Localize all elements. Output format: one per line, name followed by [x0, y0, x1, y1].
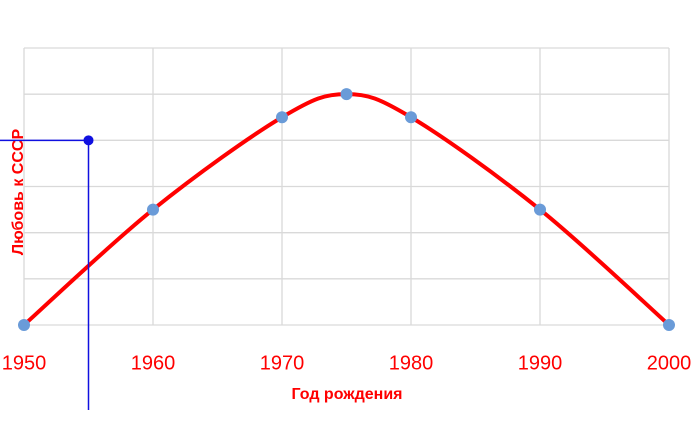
point [663, 319, 675, 331]
point [276, 111, 288, 124]
x-tick-label: 1960 [131, 352, 176, 374]
x-axis-label: Год рождения [291, 386, 402, 403]
highlight-point [83, 135, 94, 146]
point [147, 203, 159, 216]
point [405, 111, 417, 124]
x-tick-label: 1980 [389, 352, 434, 374]
line [22, 92, 671, 327]
x-tick-label: 1990 [518, 352, 563, 374]
point [18, 319, 30, 331]
x-tick-label: 1950 [2, 352, 47, 374]
x-tick-label: 2000 [647, 352, 692, 374]
y-axis-label: Любовь к СССР [10, 129, 27, 256]
x-tick-label: 1970 [260, 352, 305, 374]
point [340, 88, 353, 101]
point [534, 203, 546, 216]
